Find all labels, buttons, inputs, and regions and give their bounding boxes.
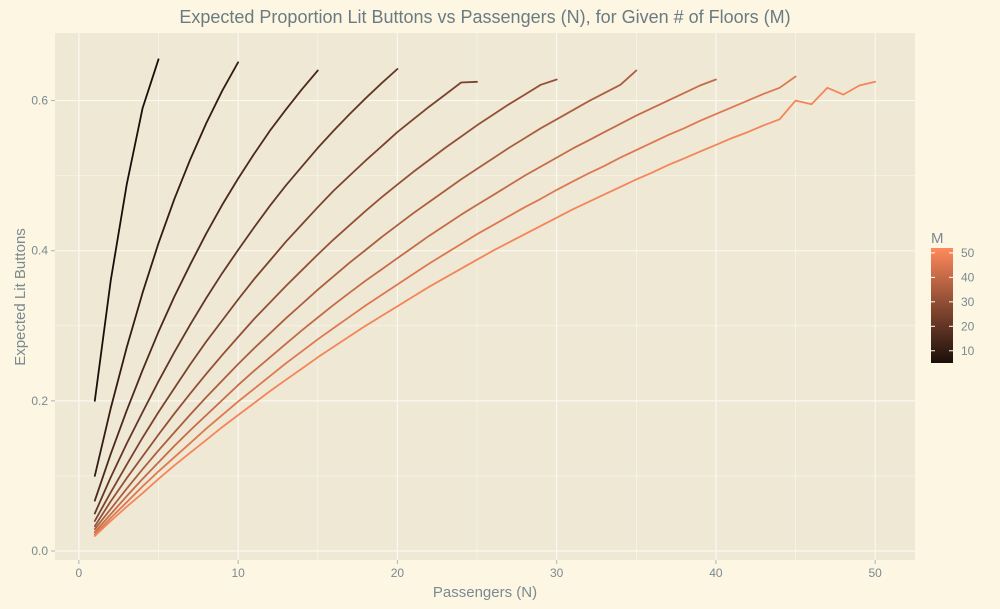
series-line-m45 xyxy=(93,75,797,536)
x-tick-label: 10 xyxy=(231,566,245,580)
x-tick-label: 40 xyxy=(709,566,723,580)
x-tick-label: 50 xyxy=(869,566,883,580)
x-axis-ticks: 0 10 20 30 40 50 xyxy=(76,560,883,580)
x-tick-label: 20 xyxy=(391,566,405,580)
legend-title: M xyxy=(931,230,944,247)
x-tick-label: 0 xyxy=(76,566,83,580)
series-line-m40 xyxy=(93,78,717,534)
y-tick-label: 0.0 xyxy=(31,544,48,558)
legend-tick-label: 30 xyxy=(961,295,975,309)
y-tick-label: 0.4 xyxy=(31,244,48,258)
y-tick-label: 0.6 xyxy=(31,94,48,108)
x-tick-label: 30 xyxy=(550,566,564,580)
chart-title: Expected Proportion Lit Buttons vs Passe… xyxy=(179,7,790,27)
series-line-m5 xyxy=(93,58,160,402)
legend-tick-label: 50 xyxy=(961,246,975,260)
legend-colorbar xyxy=(931,248,953,363)
y-tick-label: 0.2 xyxy=(31,394,48,408)
series-line-m15 xyxy=(93,69,319,502)
series-line-m10 xyxy=(93,61,240,477)
legend-tick-label: 10 xyxy=(961,344,975,358)
grid-lines xyxy=(55,33,915,560)
legend-tick-label: 20 xyxy=(961,319,975,333)
series-line-m25 xyxy=(93,80,478,522)
y-axis-title: Expected Lit Buttons xyxy=(12,228,29,366)
legend: M 10 20 30 40 50 xyxy=(931,230,975,363)
series-line-m35 xyxy=(93,69,638,531)
x-axis-title: Passengers (N) xyxy=(433,584,537,601)
y-axis-ticks: 0.0 0.2 0.4 0.6 xyxy=(31,94,55,558)
series-line-m30 xyxy=(93,78,558,528)
series-lines xyxy=(93,58,877,537)
legend-ticks: 10 20 30 40 50 xyxy=(931,246,975,358)
series-line-m20 xyxy=(93,68,399,515)
legend-tick-label: 40 xyxy=(961,270,975,284)
series-line-m50 xyxy=(93,80,877,537)
